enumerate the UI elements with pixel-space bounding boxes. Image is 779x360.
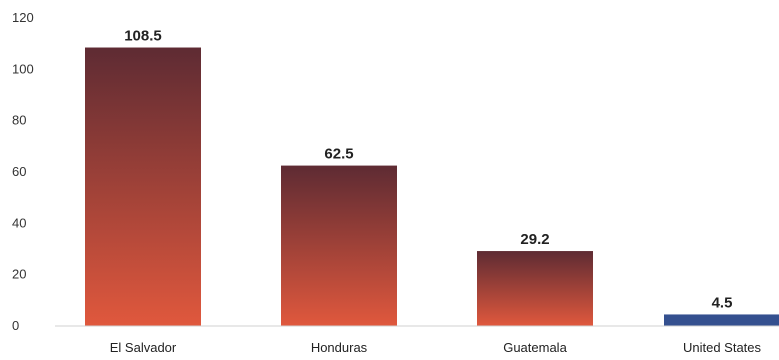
y-tick-label: 120 xyxy=(12,10,34,25)
bar-honduras xyxy=(281,165,397,326)
y-tick-label: 100 xyxy=(12,61,34,76)
x-category-label: Honduras xyxy=(311,340,368,355)
bar-guatemala xyxy=(477,251,593,326)
y-tick-label: 80 xyxy=(12,113,26,128)
x-category-label: United States xyxy=(683,340,762,355)
y-tick-label: 20 xyxy=(12,267,26,282)
bar-value-label: 29.2 xyxy=(520,231,549,248)
x-category-label: Guatemala xyxy=(503,340,567,355)
y-tick-label: 40 xyxy=(12,215,26,230)
x-category-label: El Salvador xyxy=(110,340,177,355)
y-axis: 0 20 40 60 80 100 120 xyxy=(12,10,34,333)
bar-value-label: 108.5 xyxy=(124,28,162,45)
bar-value-label: 4.5 xyxy=(712,294,733,311)
x-axis: El Salvador Honduras Guatemala United State… xyxy=(55,325,779,355)
bar-el-salvador xyxy=(85,47,201,327)
bar-value-label: 62.5 xyxy=(324,146,353,163)
bars-group: 108.5 62.5 29.2 4.5 xyxy=(85,28,779,327)
bar-united-states xyxy=(664,314,779,326)
y-tick-label: 0 xyxy=(12,318,19,333)
y-tick-label: 60 xyxy=(12,164,26,179)
